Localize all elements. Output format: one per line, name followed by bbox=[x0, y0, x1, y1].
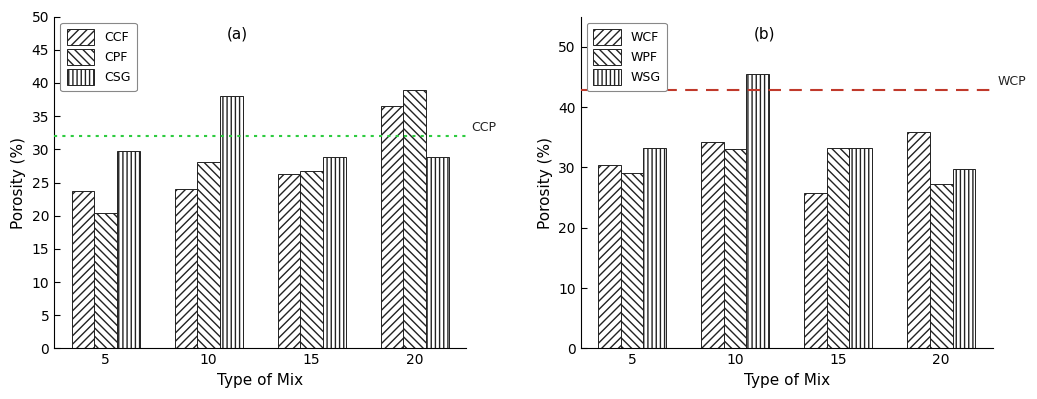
Bar bbox=[381, 106, 403, 348]
Bar bbox=[907, 132, 930, 348]
Bar bbox=[220, 96, 243, 348]
X-axis label: Type of Mix: Type of Mix bbox=[217, 373, 303, 388]
Bar bbox=[426, 157, 449, 348]
Bar bbox=[747, 74, 769, 348]
Bar bbox=[94, 213, 117, 348]
Bar bbox=[324, 157, 345, 348]
Bar bbox=[403, 90, 426, 348]
Bar bbox=[930, 184, 953, 348]
Bar bbox=[724, 149, 747, 348]
Text: CCP: CCP bbox=[472, 121, 497, 134]
Text: WCP: WCP bbox=[998, 75, 1027, 89]
Bar bbox=[849, 148, 872, 348]
Bar bbox=[643, 148, 666, 348]
Bar bbox=[701, 142, 724, 348]
Bar bbox=[117, 151, 140, 348]
Bar bbox=[72, 191, 94, 348]
X-axis label: Type of Mix: Type of Mix bbox=[744, 373, 830, 388]
Bar bbox=[598, 165, 621, 348]
Bar bbox=[953, 169, 975, 348]
Legend: WCF, WPF, WSG: WCF, WPF, WSG bbox=[587, 23, 667, 91]
Y-axis label: Porosity (%): Porosity (%) bbox=[537, 136, 553, 229]
Legend: CCF, CPF, CSG: CCF, CPF, CSG bbox=[60, 23, 137, 91]
Bar bbox=[174, 188, 197, 348]
Bar bbox=[621, 174, 643, 348]
Bar bbox=[826, 148, 849, 348]
Bar bbox=[197, 162, 220, 348]
Bar bbox=[804, 193, 826, 348]
Y-axis label: Porosity (%): Porosity (%) bbox=[11, 136, 26, 229]
Bar bbox=[301, 171, 324, 348]
Text: (a): (a) bbox=[227, 27, 249, 41]
Bar bbox=[278, 174, 301, 348]
Text: (b): (b) bbox=[754, 27, 776, 41]
